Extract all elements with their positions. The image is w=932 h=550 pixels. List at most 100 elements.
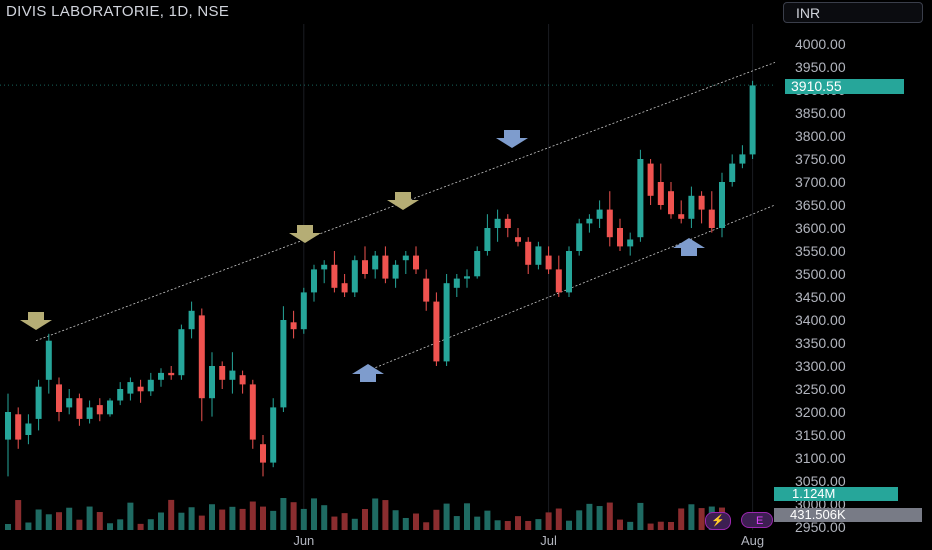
volume-bar <box>453 516 460 530</box>
volume-bar <box>423 522 430 530</box>
volume-bar <box>525 520 532 530</box>
earnings-badge[interactable]: E <box>741 512 773 528</box>
volume-bar <box>219 509 226 530</box>
candle-body <box>657 182 664 205</box>
candle-body <box>198 315 205 399</box>
chart-title: DIVIS LABORATORIE, 1D, NSE <box>6 3 230 20</box>
volume-bar <box>290 502 297 530</box>
down-arrow-marker <box>20 312 52 330</box>
y-tick-label: 3400.00 <box>795 312 846 328</box>
volume-bar <box>239 508 246 530</box>
volume-bar <box>198 515 205 530</box>
candle-body <box>25 423 32 435</box>
candle-body <box>270 407 277 463</box>
x-tick-label: Aug <box>741 533 764 548</box>
candle-body <box>678 214 685 219</box>
candle-body <box>300 292 307 330</box>
candle-body <box>586 218 593 224</box>
candle-body <box>362 260 368 274</box>
candle-body <box>576 223 583 251</box>
y-tick-label: 3100.00 <box>795 450 846 466</box>
y-tick-label: 3350.00 <box>795 335 846 351</box>
candle-body <box>545 255 552 270</box>
volume-bar <box>515 516 521 530</box>
volume-bar <box>566 520 572 530</box>
volume-bar <box>494 520 501 530</box>
y-tick-label: 3500.00 <box>795 266 846 282</box>
volume-bar <box>56 512 62 530</box>
volume-bar <box>341 513 348 530</box>
candle-body <box>311 269 317 293</box>
candle-body <box>239 375 246 385</box>
candle-body <box>178 329 185 376</box>
volume-bar <box>606 502 613 530</box>
candle-body <box>729 163 736 182</box>
candle-body <box>260 444 266 463</box>
candle-body <box>535 246 542 265</box>
currency-selector[interactable]: INR <box>783 2 923 23</box>
volume-bar <box>555 508 562 530</box>
candle-body <box>392 264 399 279</box>
candle-body <box>382 255 389 279</box>
volume-bar <box>117 519 124 530</box>
y-tick-label: 3150.00 <box>795 427 846 443</box>
y-tick-label: 4000.00 <box>795 36 846 52</box>
candle-body <box>423 278 430 302</box>
volume-bar <box>413 513 419 530</box>
volume-bar <box>331 516 338 530</box>
candle-body <box>280 320 287 408</box>
candle-body <box>698 195 705 210</box>
volume-bar <box>35 509 42 530</box>
volume-bar <box>586 503 593 530</box>
volume-bar <box>545 512 552 530</box>
candle-body <box>627 239 634 247</box>
y-tick-label: 2950.00 <box>795 519 846 535</box>
volume-bar <box>127 502 134 530</box>
volume-bar <box>535 519 542 530</box>
volume-bar <box>657 521 664 530</box>
up-arrow-marker <box>352 364 384 382</box>
candle-body <box>15 414 22 440</box>
volume-bar <box>433 509 440 530</box>
candle-body <box>749 85 756 155</box>
volume-bar <box>15 500 22 530</box>
volume-bar <box>188 507 195 530</box>
candle-body <box>229 370 236 380</box>
y-tick-label: 3850.00 <box>795 105 846 121</box>
y-tick-label: 3700.00 <box>795 174 846 190</box>
volume-bar <box>698 508 705 530</box>
down-arrow-marker <box>387 192 419 210</box>
volume-current-tag: 1.124M <box>774 487 898 501</box>
candle-body <box>504 218 511 228</box>
candle-body <box>647 163 654 196</box>
candle-body <box>617 228 623 247</box>
candle-body <box>209 366 215 399</box>
candle-body <box>464 276 470 279</box>
y-tick-label: 3050.00 <box>795 473 846 489</box>
candle-body <box>249 384 256 440</box>
volume-bar <box>260 506 266 530</box>
volume-bar <box>249 501 256 530</box>
candle-body <box>474 251 481 277</box>
volume-bar <box>443 503 450 530</box>
y-tick-label: 3300.00 <box>795 358 846 374</box>
candle-body <box>708 209 715 228</box>
candle-body <box>688 195 695 219</box>
candle-body <box>188 310 195 330</box>
volume-bar <box>576 510 583 530</box>
volume-bar <box>668 521 674 530</box>
lightning-icon[interactable]: ⚡ <box>705 512 731 530</box>
volume-bar <box>280 498 287 530</box>
candle-body <box>45 340 52 380</box>
volume-bar <box>351 518 358 530</box>
volume-bar <box>76 519 83 530</box>
volume-bar <box>107 523 113 530</box>
volume-bar <box>311 498 317 530</box>
y-tick-label: 3800.00 <box>795 128 846 144</box>
candle-body <box>739 154 746 164</box>
candle-body <box>66 398 73 408</box>
volume-bar <box>158 512 164 530</box>
candle-body <box>127 382 134 394</box>
